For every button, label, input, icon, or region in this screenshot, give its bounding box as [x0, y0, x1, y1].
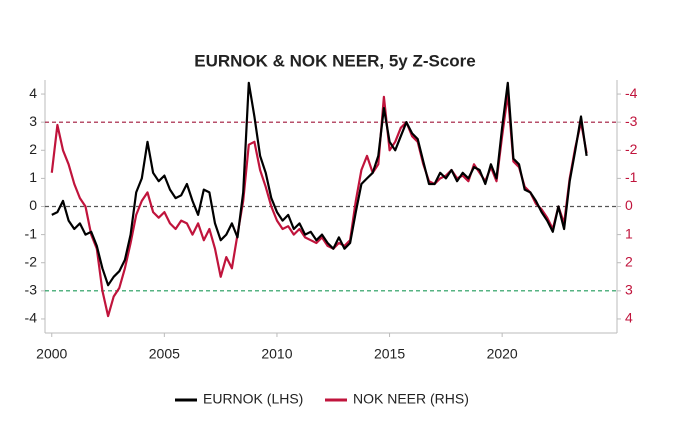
y2-tick-label: -2	[625, 141, 638, 157]
y-tick-label: 2	[29, 141, 37, 157]
legend-label: NOK NEER (RHS)	[353, 391, 469, 407]
y-tick-label: 0	[29, 197, 37, 213]
x-tick-label: 2015	[374, 346, 405, 362]
chart-title: EURNOK & NOK NEER, 5y Z-Score	[194, 51, 476, 70]
y2-tick-label: 3	[625, 282, 633, 298]
series-line	[51, 81, 588, 287]
y2-tick-label: -4	[625, 85, 638, 101]
y-tick-label: -1	[25, 225, 38, 241]
y-tick-label: -3	[25, 282, 38, 298]
y2-tick-label: -3	[625, 113, 638, 129]
y2-tick-label: -1	[625, 169, 638, 185]
y-tick-label: -4	[25, 310, 38, 326]
x-tick-label: 2010	[261, 346, 292, 362]
series-line	[50, 93, 588, 318]
x-tick-label: 2000	[36, 346, 67, 362]
y-tick-label: 4	[29, 85, 37, 101]
y-tick-label: 1	[29, 169, 37, 185]
y-tick-label: 3	[29, 113, 37, 129]
y2-tick-label: 1	[625, 225, 633, 241]
x-tick-label: 2020	[487, 346, 518, 362]
y2-tick-label: 2	[625, 253, 633, 269]
x-tick-label: 2005	[149, 346, 180, 362]
legend-label: EURNOK (LHS)	[203, 391, 303, 407]
y-tick-label: -2	[25, 253, 38, 269]
y2-tick-label: 4	[625, 310, 633, 326]
y2-tick-label: 0	[625, 197, 633, 213]
